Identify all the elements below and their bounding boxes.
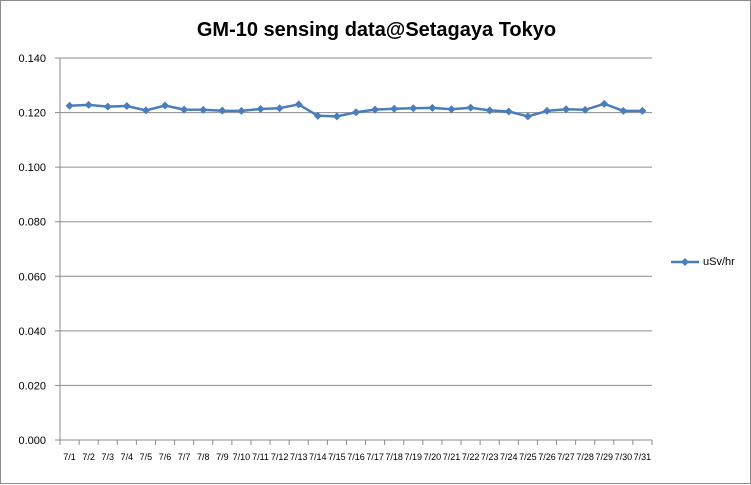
x-tick-label: 7/10 [233, 452, 251, 462]
data-point [523, 112, 532, 121]
x-tick-label: 7/1 [63, 452, 76, 462]
x-tick-label: 7/6 [159, 452, 172, 462]
x-tick-label: 7/27 [557, 452, 575, 462]
x-tick-label: 7/31 [634, 452, 652, 462]
x-tick-label: 7/7 [178, 452, 191, 462]
data-point [390, 104, 399, 113]
data-point [352, 108, 360, 117]
x-tick-label: 7/12 [271, 452, 289, 462]
x-tick-label: 7/13 [290, 452, 308, 462]
data-point [313, 111, 322, 120]
data-point [600, 99, 609, 108]
data-point [103, 102, 112, 111]
x-tick-label: 7/18 [385, 452, 403, 462]
legend: uSv/hr [671, 256, 735, 268]
data-point [619, 106, 628, 115]
x-tick-label: 7/26 [538, 452, 556, 462]
data-point [256, 105, 265, 114]
data-point [294, 100, 303, 109]
x-tick-label: 7/29 [595, 452, 613, 462]
y-tick-label: 0.120 [18, 108, 46, 120]
y-tick-label: 0.100 [18, 162, 46, 174]
y-tick-label: 0.140 [18, 53, 46, 65]
x-tick-label: 7/2 [82, 452, 95, 462]
data-point [581, 105, 590, 114]
y-tick-label: 0.060 [18, 271, 46, 283]
x-tick-label: 7/4 [121, 452, 134, 462]
x-tick-label: 7/14 [309, 452, 327, 462]
x-tick-label: 7/3 [101, 452, 114, 462]
x-tick-label: 7/21 [443, 452, 461, 462]
data-point [332, 112, 341, 121]
data-point [638, 106, 647, 115]
y-tick-label: 0.020 [18, 380, 46, 392]
y-tick-label: 0.000 [18, 435, 46, 447]
x-tick-label: 7/24 [500, 452, 518, 462]
x-tick-label: 7/22 [462, 452, 480, 462]
data-point [504, 107, 513, 116]
x-tick-label: 7/8 [197, 452, 210, 462]
data-point [409, 104, 418, 113]
x-tick-label: 7/19 [405, 452, 423, 462]
x-tick-label: 7/25 [519, 452, 537, 462]
data-point [428, 103, 437, 112]
data-point [199, 105, 208, 114]
legend-label: uSv/hr [703, 256, 735, 268]
x-tick-label: 7/17 [366, 452, 384, 462]
x-tick-label: 7/5 [140, 452, 153, 462]
data-point [218, 106, 227, 115]
chart-title: GM-10 sensing data@Setagaya Tokyo [196, 19, 557, 41]
data-point [485, 106, 494, 115]
x-tick-label: 7/28 [576, 452, 594, 462]
x-tick-label: 7/9 [216, 452, 229, 462]
data-point [275, 104, 284, 113]
y-tick-label: 0.040 [18, 326, 46, 338]
x-tick-label: 7/20 [424, 452, 442, 462]
data-point [161, 101, 170, 110]
data-point [84, 100, 93, 109]
data-point [180, 105, 189, 114]
data-point [141, 106, 150, 115]
data-point [562, 105, 571, 114]
x-tick-label: 7/16 [347, 452, 365, 462]
x-tick-label: 7/15 [328, 452, 346, 462]
data-point [447, 105, 456, 114]
data-point [542, 106, 551, 115]
x-tick-label: 7/11 [252, 452, 269, 462]
y-tick-label: 0.080 [18, 217, 46, 229]
x-tick-label: 7/23 [481, 452, 499, 462]
data-point [371, 105, 380, 114]
data-point [237, 106, 246, 115]
data-point [122, 102, 131, 111]
data-point [65, 101, 74, 110]
legend-marker [671, 258, 699, 266]
x-tick-label: 7/30 [615, 452, 633, 462]
data-point [466, 103, 475, 112]
